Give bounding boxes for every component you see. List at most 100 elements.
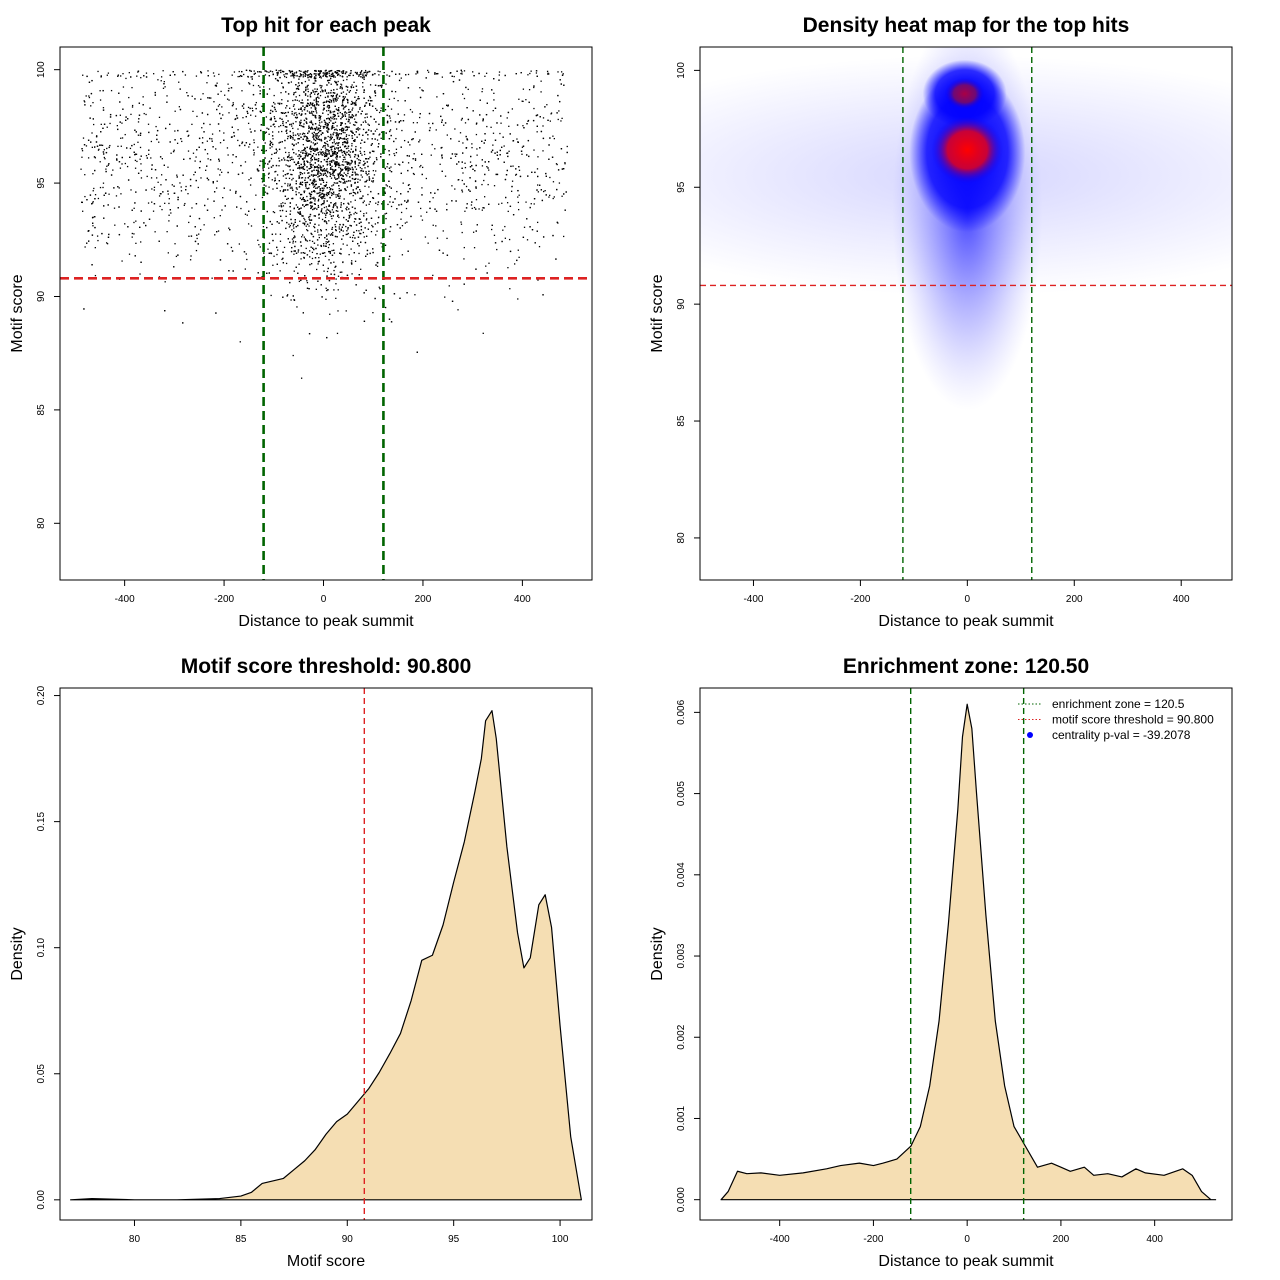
scatter-point <box>292 132 294 134</box>
scatter-point <box>314 93 316 95</box>
scatter-point <box>340 83 342 85</box>
scatter-point <box>271 71 274 73</box>
scatter-point <box>303 205 305 208</box>
scatter-point <box>540 189 543 191</box>
scatter-point <box>394 91 397 93</box>
scatter-point <box>298 150 300 152</box>
scatter-point <box>324 126 326 128</box>
scatter-point <box>194 160 196 162</box>
scatter-point <box>270 166 273 168</box>
scatter-point <box>414 159 417 161</box>
scatter-point <box>313 167 316 169</box>
scatter-point <box>276 183 278 185</box>
scatter-point <box>360 170 363 172</box>
scatter-point <box>450 72 452 74</box>
scatter-point <box>88 81 91 83</box>
scatter-point <box>354 166 356 168</box>
scatter-point <box>345 219 347 221</box>
scatter-point <box>241 70 243 73</box>
scatter-point <box>353 102 355 104</box>
scatter-point <box>264 191 266 193</box>
scatter-point <box>523 127 525 129</box>
scatter-point <box>318 175 320 177</box>
scatter-point <box>318 192 320 194</box>
scatter-point <box>303 72 305 74</box>
scatter-point <box>323 187 325 189</box>
scatter-point <box>446 134 448 136</box>
scatter-point <box>344 161 346 163</box>
scatter-point <box>355 229 358 232</box>
scatter-point <box>326 124 328 126</box>
scatter-point <box>116 159 118 161</box>
scatter-point <box>351 174 353 176</box>
scatter-point <box>357 154 359 156</box>
scatter-point <box>525 201 527 203</box>
scatter-point <box>344 166 347 168</box>
scatter-point <box>121 122 123 124</box>
scatter-point <box>298 94 301 97</box>
scatter-point <box>344 188 346 190</box>
scatter-point <box>338 162 340 164</box>
scatter-point <box>321 296 323 298</box>
scatter-point <box>340 189 342 191</box>
scatter-point <box>283 157 285 159</box>
scatter-point <box>370 130 372 132</box>
scatter-point <box>335 278 337 280</box>
scatter-point <box>360 76 362 78</box>
scatter-point <box>287 135 289 138</box>
scatter-point <box>354 124 356 126</box>
scatter-point <box>330 138 332 140</box>
scatter-point <box>331 193 334 195</box>
scatter-point <box>335 147 338 149</box>
scatter-point <box>333 204 335 206</box>
scatter-point <box>292 230 295 233</box>
scatter-point <box>187 135 189 137</box>
scatter-point <box>315 110 317 112</box>
scatter-point <box>527 74 529 76</box>
scatter-point <box>279 270 281 272</box>
scatter-point <box>335 72 338 74</box>
scatter-point <box>293 72 296 74</box>
scatter-point <box>276 174 279 176</box>
scatter-point <box>334 121 337 123</box>
scatter-point <box>281 102 283 105</box>
scatter-point <box>343 216 345 219</box>
scatter-point <box>163 81 165 83</box>
scatter-point <box>342 182 344 184</box>
scatter-point <box>316 88 318 90</box>
scatter-point <box>246 214 248 216</box>
scatter-point <box>335 202 337 204</box>
scatter-point <box>401 129 403 132</box>
scatter-point <box>128 96 130 99</box>
scatter-point <box>273 94 275 97</box>
scatter-point <box>527 119 530 122</box>
scatter-point <box>444 175 447 177</box>
scatter-point <box>105 168 107 170</box>
scatter-point <box>275 148 277 150</box>
scatter-point <box>322 127 325 129</box>
scatter-point <box>92 225 94 227</box>
scatter-point <box>453 75 455 78</box>
scatter-point <box>486 102 488 104</box>
scatter-point <box>337 215 339 217</box>
scatter-point <box>363 89 365 91</box>
scatter-point <box>384 109 387 111</box>
scatter-point <box>354 103 357 105</box>
scatter-point <box>276 74 279 76</box>
scatter-point <box>512 214 515 216</box>
scatter-point <box>289 202 292 204</box>
scatter-point <box>332 174 334 176</box>
scatter-point <box>309 96 312 98</box>
scatter-point <box>297 162 299 164</box>
scatter-point <box>292 240 295 242</box>
scatter-point <box>378 143 380 145</box>
scatter-point <box>311 155 314 157</box>
scatter-point <box>259 160 261 162</box>
scatter-point <box>338 166 340 169</box>
scatter-point <box>306 199 309 202</box>
scatter-point <box>371 224 373 227</box>
scatter-point <box>309 219 311 221</box>
scatter-point <box>294 219 296 221</box>
scatter-point <box>279 124 282 127</box>
scatter-point <box>517 208 520 211</box>
